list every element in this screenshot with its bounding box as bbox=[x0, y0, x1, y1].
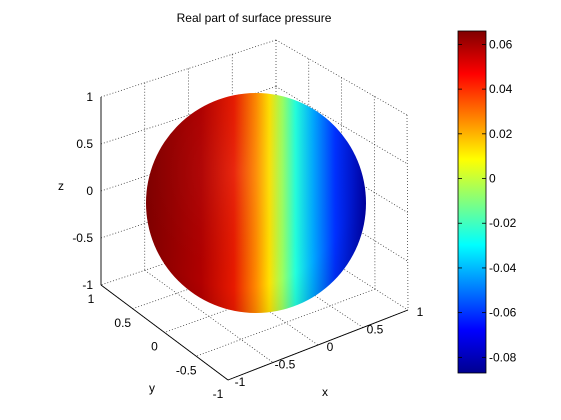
x-tick-label: 1 bbox=[417, 305, 424, 319]
y-axis-ticks: 1 0.5 0 -0.5 -1 bbox=[88, 292, 224, 401]
x-axis-label: x bbox=[322, 385, 328, 399]
y-tick-label: -1 bbox=[213, 387, 224, 401]
y-tick-label: 0.5 bbox=[114, 316, 131, 330]
colorbar-tick-label: 0.04 bbox=[489, 82, 513, 96]
colorbar-frame bbox=[457, 30, 487, 374]
colorbar-tick-label: 0.02 bbox=[489, 127, 513, 141]
axes-box-edges bbox=[100, 97, 409, 381]
colorbar-gradient bbox=[458, 31, 486, 373]
x-tick-label: -1 bbox=[235, 375, 246, 389]
z-tick-label: -1 bbox=[82, 278, 93, 292]
x-tick-label: 0 bbox=[327, 340, 334, 354]
chart-title: Real part of surface pressure bbox=[177, 11, 332, 25]
colorbar-tick-label: -0.08 bbox=[489, 350, 517, 364]
grid-line bbox=[275, 86, 408, 165]
colorbar-tick-label: -0.02 bbox=[489, 216, 517, 230]
z-tick-label: 0.5 bbox=[76, 137, 93, 151]
grid-line bbox=[406, 114, 409, 311]
colorbar-tick-label: -0.06 bbox=[489, 306, 517, 320]
grid-line bbox=[100, 39, 277, 98]
z-tick-label: -0.5 bbox=[72, 231, 93, 245]
y-axis-label: y bbox=[149, 381, 155, 395]
x-tick-label: -0.5 bbox=[275, 358, 296, 372]
y-tick-label: -0.5 bbox=[176, 363, 197, 377]
z-tick-label: 1 bbox=[86, 90, 93, 104]
y-axis-line bbox=[100, 284, 229, 381]
colorbar-tick-label: 0.06 bbox=[489, 37, 513, 51]
grid-line bbox=[275, 179, 408, 262]
y-tick-label: 0 bbox=[151, 340, 158, 354]
x-tick-label: 0.5 bbox=[367, 323, 384, 337]
colorbar-ticks: 0.06 0.04 0.02 0 -0.02 -0.04 -0.06 -0.08 bbox=[458, 37, 517, 364]
x-axis-ticks: -1 -0.5 0 0.5 1 bbox=[235, 305, 424, 389]
z-axis-ticks: 1 0.5 0 -0.5 -1 bbox=[72, 90, 93, 292]
grid-line bbox=[196, 288, 376, 357]
colorbar-tick-label: -0.04 bbox=[489, 261, 517, 275]
z-axis-label: z bbox=[58, 179, 64, 193]
y-tick-label: 1 bbox=[88, 292, 95, 306]
grid-line bbox=[373, 96, 376, 290]
colorbar: 0.06 0.04 0.02 0 -0.02 -0.04 -0.06 -0.08 bbox=[457, 30, 517, 374]
z-tick-label: 0 bbox=[86, 184, 93, 198]
sphere-surface bbox=[146, 93, 366, 313]
x-axis-line bbox=[227, 309, 409, 381]
colorbar-tick-label: 0 bbox=[489, 172, 496, 186]
